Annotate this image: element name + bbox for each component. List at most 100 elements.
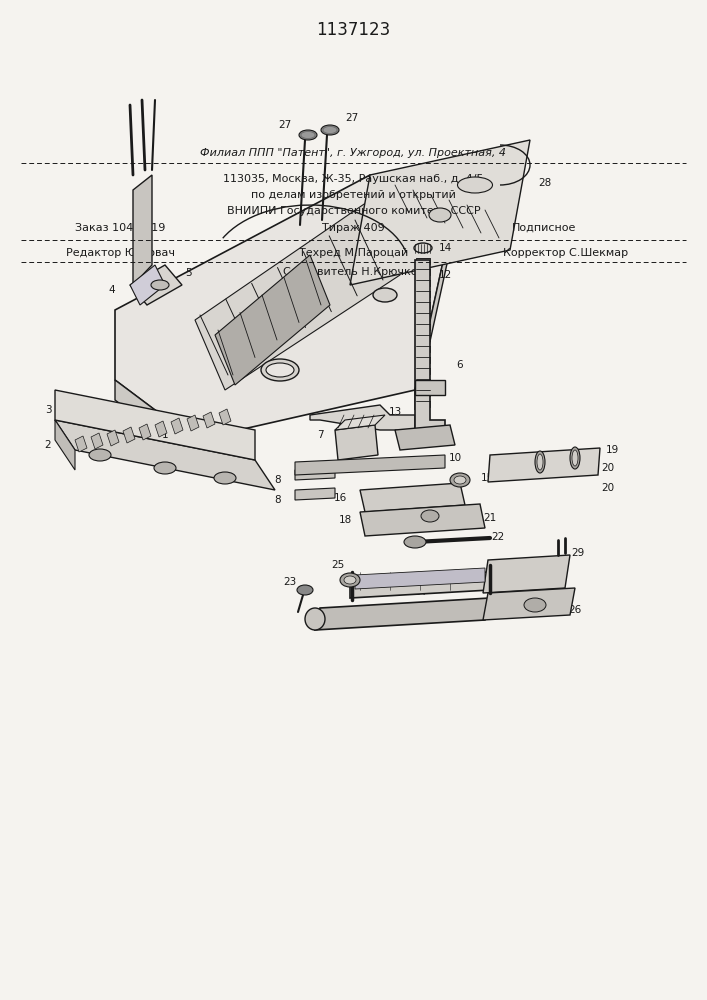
Ellipse shape — [301, 131, 315, 138]
Polygon shape — [483, 588, 575, 620]
Polygon shape — [395, 425, 455, 450]
Text: 7: 7 — [317, 430, 323, 440]
Polygon shape — [133, 175, 152, 285]
Ellipse shape — [299, 130, 317, 140]
Text: 3: 3 — [45, 405, 52, 415]
Polygon shape — [355, 568, 485, 589]
Polygon shape — [203, 412, 215, 428]
Ellipse shape — [454, 476, 466, 484]
Text: Тираж 409: Тираж 409 — [322, 223, 385, 233]
Ellipse shape — [305, 608, 325, 630]
Text: 21: 21 — [484, 513, 496, 523]
Polygon shape — [416, 379, 430, 385]
Polygon shape — [416, 258, 430, 264]
Text: Корректор С.Шекмар: Корректор С.Шекмар — [503, 248, 628, 258]
Ellipse shape — [535, 451, 545, 473]
Polygon shape — [115, 380, 195, 460]
Text: 16: 16 — [334, 493, 346, 503]
Polygon shape — [55, 420, 275, 490]
Text: 22: 22 — [491, 532, 505, 542]
Polygon shape — [219, 409, 231, 425]
Ellipse shape — [321, 125, 339, 135]
Polygon shape — [75, 436, 87, 452]
Ellipse shape — [266, 363, 294, 377]
Ellipse shape — [373, 288, 397, 302]
Ellipse shape — [297, 585, 313, 595]
Text: Редактор Ю.Ковач: Редактор Ю.Ковач — [66, 248, 175, 258]
Text: 20: 20 — [602, 463, 614, 473]
Ellipse shape — [570, 447, 580, 469]
Polygon shape — [171, 418, 183, 434]
Text: 27: 27 — [346, 113, 358, 123]
Ellipse shape — [572, 450, 578, 466]
Ellipse shape — [344, 576, 356, 584]
Text: Подписное: Подписное — [512, 223, 577, 233]
Ellipse shape — [89, 449, 111, 461]
Ellipse shape — [323, 126, 337, 133]
Polygon shape — [107, 430, 119, 446]
Text: 5: 5 — [185, 268, 192, 278]
Text: 113035, Москва, Ж-35, Раушская наб., д. 4/5: 113035, Москва, Ж-35, Раушская наб., д. … — [223, 174, 484, 184]
Polygon shape — [295, 468, 335, 480]
Text: Техред М.Пароцай: Техред М.Пароцай — [299, 248, 408, 258]
Text: 20: 20 — [602, 483, 614, 493]
Text: 9: 9 — [227, 475, 233, 485]
Polygon shape — [55, 420, 75, 470]
Polygon shape — [115, 175, 450, 440]
Text: 4: 4 — [109, 285, 115, 295]
Polygon shape — [55, 390, 255, 460]
Polygon shape — [295, 488, 335, 500]
Ellipse shape — [414, 243, 432, 253]
Text: 1137123: 1137123 — [316, 21, 390, 39]
Polygon shape — [310, 405, 415, 430]
Text: 10: 10 — [448, 453, 462, 463]
Text: Составитель Н.Крючков: Составитель Н.Крючков — [283, 267, 424, 277]
Polygon shape — [416, 368, 430, 374]
Polygon shape — [416, 291, 430, 297]
Text: 14: 14 — [438, 243, 452, 253]
Polygon shape — [415, 380, 445, 395]
Polygon shape — [415, 230, 450, 410]
Ellipse shape — [450, 473, 470, 487]
Text: Заказ 10472/19: Заказ 10472/19 — [75, 223, 165, 233]
Polygon shape — [416, 346, 430, 352]
Polygon shape — [295, 455, 445, 475]
Polygon shape — [91, 433, 103, 449]
Text: 2: 2 — [45, 440, 52, 450]
Polygon shape — [415, 260, 445, 440]
Polygon shape — [416, 357, 430, 363]
Polygon shape — [335, 415, 385, 430]
Ellipse shape — [154, 462, 176, 474]
Text: 1: 1 — [162, 430, 168, 440]
Text: 29: 29 — [571, 548, 585, 558]
Polygon shape — [416, 302, 430, 308]
Polygon shape — [483, 555, 570, 593]
Polygon shape — [488, 448, 600, 482]
Polygon shape — [416, 313, 430, 319]
Ellipse shape — [214, 472, 236, 484]
Text: 17: 17 — [378, 493, 392, 503]
Polygon shape — [215, 255, 330, 385]
Text: по делам изобретений и открытий: по делам изобретений и открытий — [251, 190, 456, 200]
Polygon shape — [416, 269, 430, 275]
Polygon shape — [416, 335, 430, 341]
Polygon shape — [195, 200, 400, 390]
Text: 8: 8 — [275, 475, 281, 485]
Ellipse shape — [537, 454, 543, 470]
Polygon shape — [315, 598, 490, 630]
Polygon shape — [123, 427, 135, 443]
Polygon shape — [416, 324, 430, 330]
Ellipse shape — [421, 510, 439, 522]
Text: 6: 6 — [457, 360, 463, 370]
Text: 15: 15 — [480, 473, 493, 483]
Text: ВНИИПИ Государственного комитета СССР: ВНИИПИ Государственного комитета СССР — [227, 206, 480, 216]
Text: 24: 24 — [414, 587, 426, 597]
Polygon shape — [130, 265, 182, 305]
Polygon shape — [416, 390, 430, 396]
Polygon shape — [155, 421, 167, 437]
Polygon shape — [360, 483, 465, 512]
Text: 27: 27 — [279, 120, 291, 130]
Ellipse shape — [261, 359, 299, 381]
Polygon shape — [416, 280, 430, 286]
Polygon shape — [416, 401, 430, 407]
